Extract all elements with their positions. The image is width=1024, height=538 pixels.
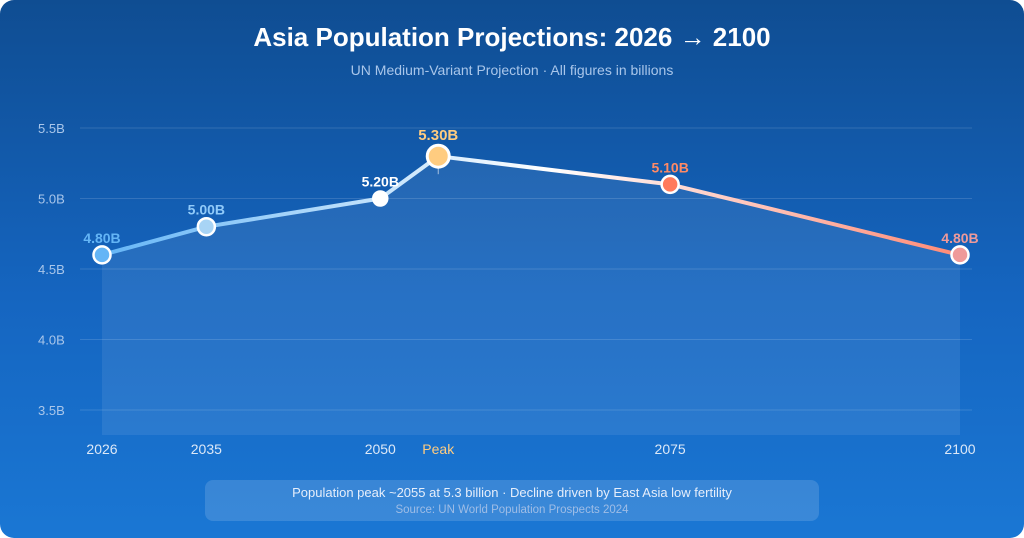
x-tick-label: 2050 (365, 441, 396, 457)
x-tick-label: 2035 (191, 441, 222, 457)
data-points (92, 143, 970, 265)
data-label: 5.00B (188, 202, 225, 218)
x-tick-label: 2075 (655, 441, 686, 457)
chart-title: Asia Population Projections: 2026 → 2100 (253, 22, 771, 52)
x-axis-ticks: 2026 2035 2050 Peak 2075 2100 (86, 441, 975, 457)
x-tick-label: 2100 (944, 441, 975, 457)
data-point (950, 245, 970, 265)
chart-subtitle: UN Medium-Variant Projection · All figur… (350, 62, 674, 78)
x-tick-label: Peak (422, 441, 455, 457)
data-label: 5.10B (651, 159, 688, 175)
y-tick-label: 4.5B (38, 262, 65, 277)
data-label: 4.80B (941, 230, 978, 246)
data-point (372, 190, 389, 207)
data-point (660, 174, 680, 195)
data-labels: 4.80B 5.00B 5.20B 5.30B 5.10B 4.80B (83, 127, 978, 246)
data-point (196, 216, 217, 237)
area-fill (102, 156, 960, 435)
y-tick-label: 5.0B (38, 192, 65, 207)
grid-lines (80, 127, 972, 411)
data-label: 5.20B (362, 174, 399, 190)
data-point (425, 143, 451, 169)
area-under-line (102, 156, 960, 435)
series-line (100, 154, 962, 257)
series-line-layer (100, 154, 962, 257)
data-label: 4.80B (83, 230, 120, 246)
footer-note-box: Population peak ~2055 at 5.3 billion · D… (205, 480, 819, 521)
y-tick-label: 3.5B (38, 403, 65, 418)
data-label: 5.30B (418, 127, 458, 144)
y-tick-label: 5.5B (38, 121, 65, 136)
y-tick-label: 4.0B (38, 333, 65, 348)
source-credit: Source: UN World Population Prospects 20… (395, 504, 629, 516)
y-axis-ticks: 5.5B 5.0B 4.5B 4.0B 3.5B (38, 121, 65, 418)
footer-note: Population peak ~2055 at 5.3 billion · D… (292, 485, 732, 500)
data-point (92, 245, 112, 265)
x-tick-label: 2026 (86, 441, 117, 457)
